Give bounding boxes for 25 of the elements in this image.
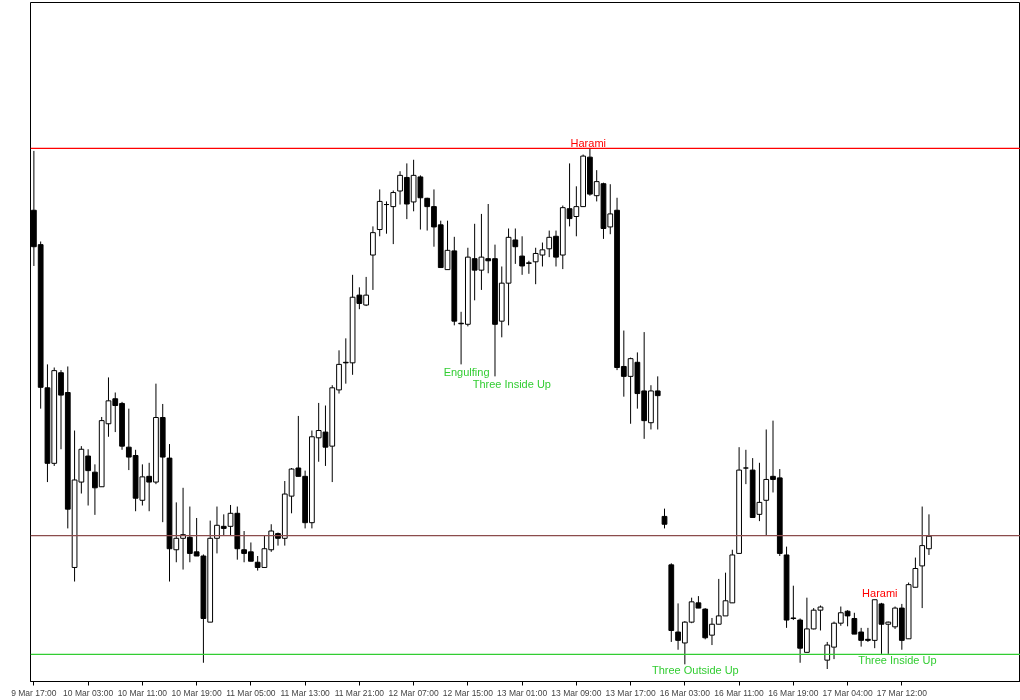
annotation: Harami xyxy=(862,586,898,599)
x-tick-label: 12 Mar 15:00 xyxy=(442,687,494,698)
x-tick-label: 10 Mar 11:00 xyxy=(117,687,168,698)
annotation: Three Inside Up xyxy=(858,653,937,666)
annotation: Three Outside Up xyxy=(651,663,739,676)
x-tick-label: 11 Mar 05:00 xyxy=(226,687,276,698)
x-tick-label: 17 Mar 04:00 xyxy=(822,687,873,698)
x-tick-label: 16 Mar 11:00 xyxy=(714,687,765,698)
annotation: Harami xyxy=(570,137,606,150)
x-tick-label: 12 Mar 07:00 xyxy=(388,687,439,698)
annotation: Engulfing xyxy=(443,365,490,378)
x-tick-label: 10 Mar 03:00 xyxy=(63,687,114,698)
x-tick-label: 13 Mar 17:00 xyxy=(605,687,656,698)
candlestick xyxy=(370,225,376,291)
x-tick-label: 13 Mar 09:00 xyxy=(551,687,602,698)
x-tick-label: 11 Mar 21:00 xyxy=(334,687,385,698)
candlestick xyxy=(661,508,668,529)
x-tick-label: 13 Mar 01:00 xyxy=(497,687,548,698)
x-tick-label: 11 Mar 13:00 xyxy=(280,687,331,698)
x-tick-label: 16 Mar 19:00 xyxy=(768,687,819,698)
x-tick-label: 9 Mar 17:00 xyxy=(11,687,57,698)
annotation: Three Inside Up xyxy=(472,377,551,390)
x-tick-label: 10 Mar 19:00 xyxy=(171,687,222,698)
x-tick-label: 16 Mar 03:00 xyxy=(659,687,711,698)
x-tick-label: 17 Mar 12:00 xyxy=(876,687,928,698)
